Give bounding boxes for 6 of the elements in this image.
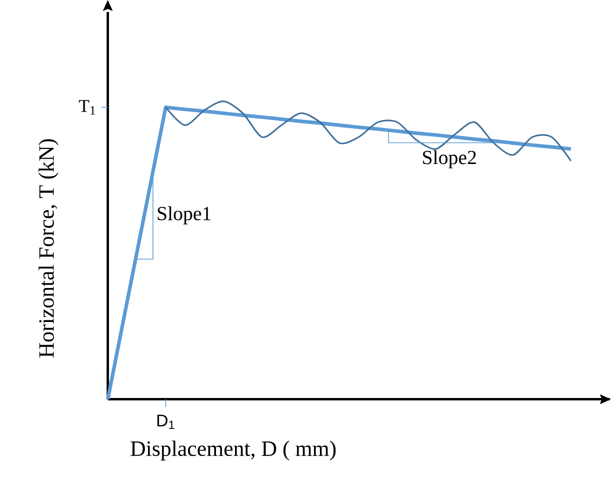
annotation: Slope1 [158,206,211,224]
annotation: Slope2 [423,150,476,168]
x-axis-title: Displacement, D ( mm) [130,440,336,460]
y-axis-title: Horizontal Force, T (kN) [38,139,58,358]
text: D$_{1}$ [157,414,174,429]
text: T$_{1}$ [78,100,96,114]
